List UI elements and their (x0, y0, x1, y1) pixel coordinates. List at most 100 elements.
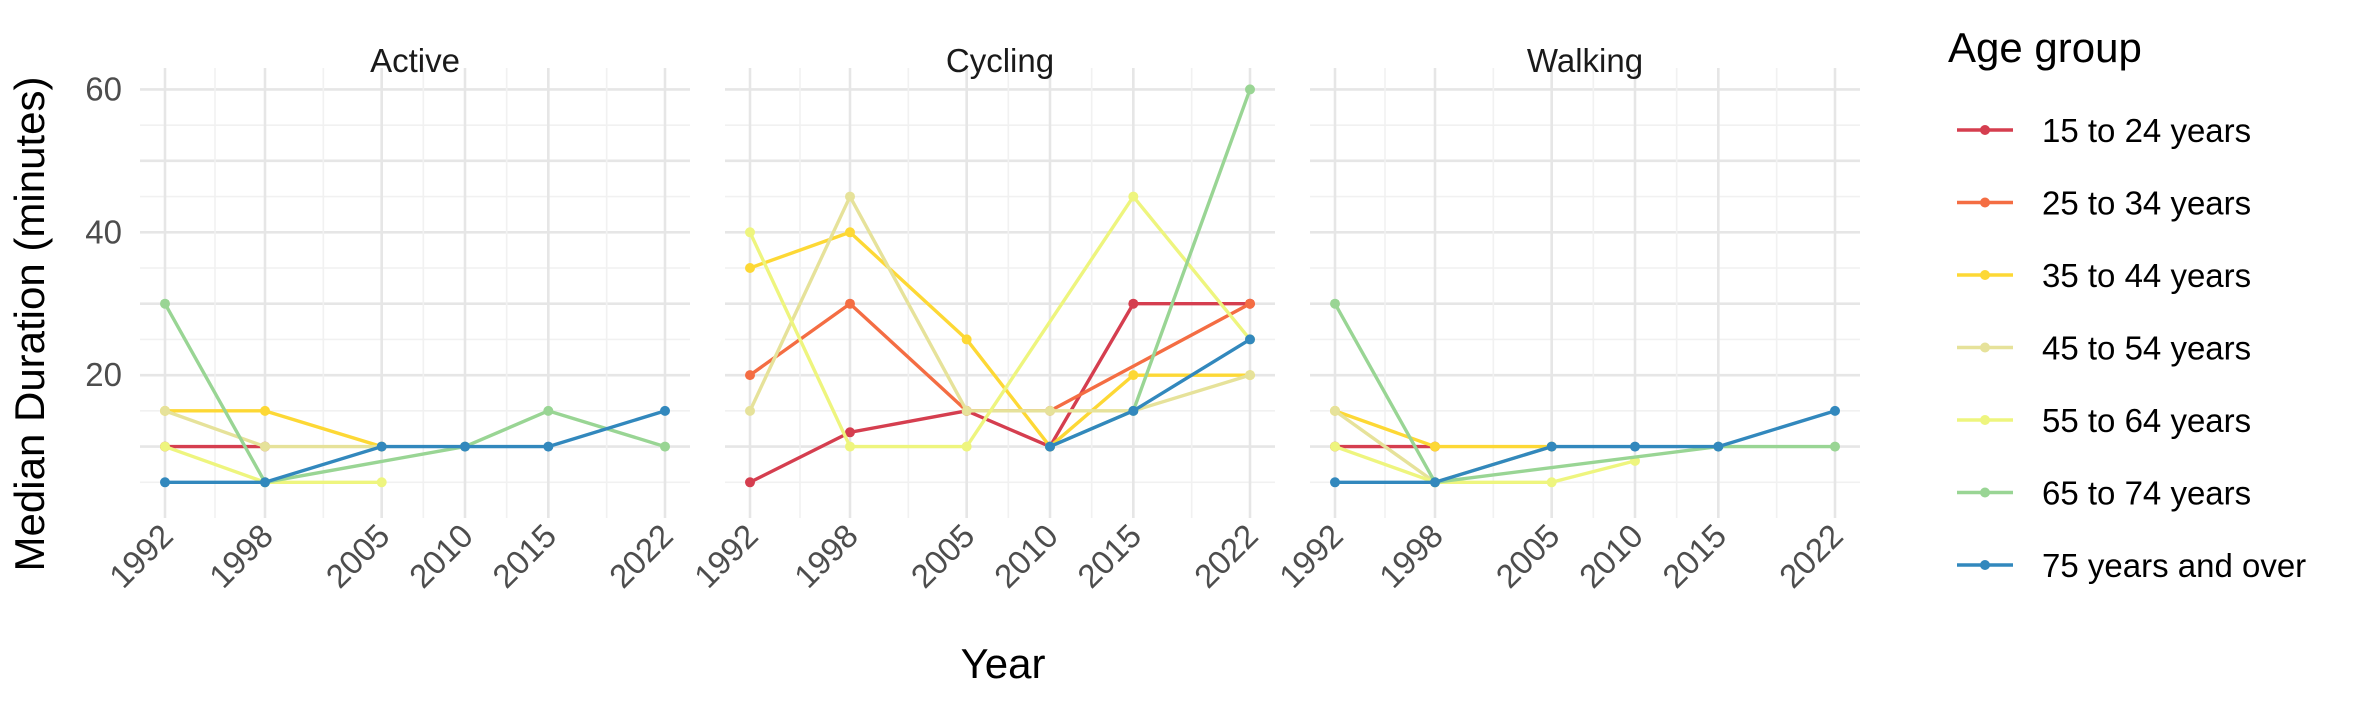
x-tick-label: 2022 (1187, 517, 1265, 595)
legend-key-point (1980, 125, 1990, 135)
data-point (961, 405, 972, 416)
series-65-to-74-years (160, 298, 670, 488)
legend-key-point (1980, 342, 1990, 353)
x-tick-label: 2005 (319, 517, 397, 595)
legend-label: 25 to 34 years (2042, 185, 2251, 222)
data-point (1546, 477, 1557, 488)
data-point (1045, 441, 1055, 452)
data-point (260, 405, 270, 416)
legend-item: 25 to 34 years (1957, 185, 2251, 222)
y-tick-label: 60 (85, 70, 122, 107)
data-point (543, 405, 554, 416)
data-point (160, 441, 170, 452)
data-point (961, 334, 972, 345)
x-tick-label: 1992 (1272, 517, 1350, 595)
x-tick-label: 1992 (687, 517, 765, 595)
data-point (845, 227, 855, 238)
data-point (1830, 441, 1840, 452)
data-point (160, 477, 170, 488)
data-point (1128, 370, 1139, 381)
data-point (1128, 405, 1139, 416)
series-line (748, 302, 1252, 484)
series-15-to-24-years (745, 298, 1255, 488)
x-tick-label: 2015 (1070, 517, 1148, 595)
x-tick-label: 2015 (485, 517, 563, 595)
x-tick-label: 2010 (987, 517, 1065, 595)
y-tick-label: 20 (85, 356, 122, 393)
legend-item: 35 to 44 years (1957, 257, 2251, 294)
panel-active: Active 1992 1998 2005 2010 2015 2022 (102, 42, 690, 595)
legend-title: Age group (1948, 24, 2142, 71)
x-tick-label: 1998 (787, 517, 865, 595)
legend-key-point (1980, 270, 1990, 280)
series-line (1333, 409, 1837, 484)
data-point (1245, 370, 1255, 381)
data-point (745, 227, 755, 238)
data-point (260, 441, 270, 452)
grid (725, 68, 1275, 518)
legend-item: 55 to 64 years (1957, 402, 2251, 439)
data-point (745, 405, 755, 416)
legend-item: 65 to 74 years (1957, 475, 2251, 512)
grid (140, 68, 690, 518)
legend-key-point (1980, 487, 1990, 498)
data-point (1128, 191, 1139, 202)
legend-key-point (1980, 197, 1990, 208)
panel-cycling: Cycling 1992 1998 2005 2010 2015 2022 (687, 42, 1275, 595)
series-55-to-64-years (745, 191, 1255, 452)
data-point (1630, 441, 1640, 452)
data-point (1245, 84, 1255, 95)
series-line (1333, 444, 1637, 484)
data-point (1430, 477, 1440, 488)
series-line (163, 409, 384, 449)
data-point (1330, 405, 1340, 416)
legend-label: 45 to 54 years (2042, 330, 2251, 367)
series-75-years-and-over (1045, 334, 1255, 452)
series-75-years-and-over (1330, 405, 1840, 488)
data-point (1245, 298, 1255, 309)
legend-label: 55 to 64 years (2042, 402, 2251, 439)
data-point (845, 427, 855, 438)
data-point (745, 263, 755, 273)
facet-label-cycling: Cycling (946, 42, 1054, 79)
series-line (1333, 302, 1837, 484)
facet-label-active: Active (370, 42, 460, 79)
series-line (163, 302, 667, 484)
data-point (376, 441, 387, 452)
data-point (1245, 334, 1255, 345)
data-point (1045, 405, 1055, 416)
series-line (748, 194, 1252, 413)
legend-label: 15 to 24 years (2042, 112, 2251, 149)
x-tick-label: 2005 (904, 517, 982, 595)
legend-item: 45 to 54 years (1957, 330, 2251, 367)
x-axis-title: Year (961, 640, 1046, 687)
legend-key-point (1980, 415, 1990, 425)
series-35-to-44-years (160, 405, 387, 452)
data-point (1430, 441, 1440, 452)
legend-item: 15 to 24 years (1957, 112, 2251, 149)
y-tick-label: 40 (85, 213, 122, 250)
series-line (1333, 409, 1554, 449)
data-point (460, 441, 470, 452)
data-point (845, 298, 855, 309)
x-tick-label: 1992 (102, 517, 180, 595)
data-point (543, 441, 554, 452)
data-point (1330, 441, 1340, 452)
data-point (260, 477, 270, 488)
data-point (1330, 298, 1340, 309)
data-point (961, 441, 972, 452)
x-tick-label: 2022 (1772, 517, 1850, 595)
series-65-to-74-years (1330, 298, 1840, 488)
data-point (1128, 298, 1139, 309)
data-point (845, 441, 855, 452)
facet-label-walking: Walking (1527, 42, 1643, 79)
legend-label: 65 to 74 years (2042, 475, 2251, 512)
x-tick-label: 1998 (1372, 517, 1450, 595)
x-tick-label: 2010 (402, 517, 480, 595)
x-tick-label: 2005 (1489, 517, 1567, 595)
data-point (160, 298, 170, 309)
data-point (660, 441, 670, 452)
legend: Age group 15 to 24 years 25 to 34 years 35 … (1948, 24, 2306, 584)
series-line (163, 444, 384, 484)
